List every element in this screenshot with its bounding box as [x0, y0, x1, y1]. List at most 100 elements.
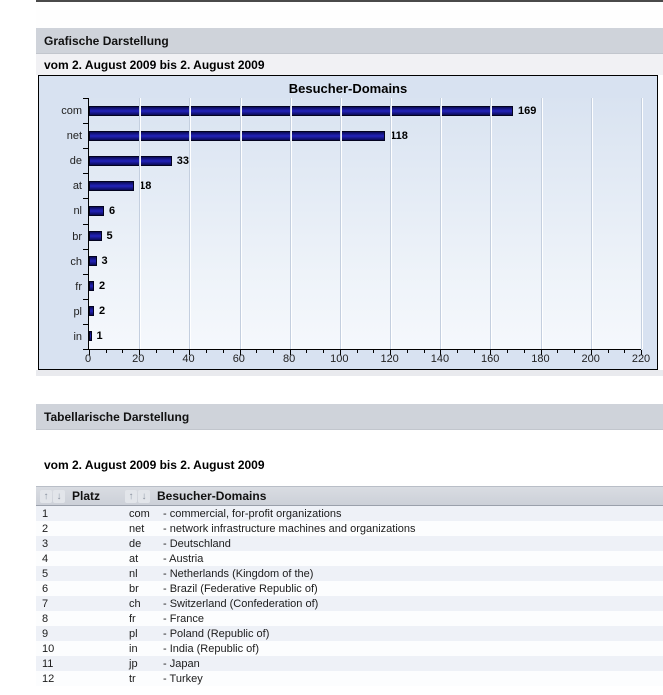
- x-axis-tick: [540, 350, 542, 355]
- category-label-ch: ch: [70, 255, 82, 268]
- bar-row-com: 169: [89, 98, 641, 123]
- sort-down-icon[interactable]: ↓: [138, 489, 150, 503]
- table-row: 5 nl - Netherlands (Kingdom of the): [36, 566, 663, 581]
- category-label-pl: pl: [73, 306, 82, 319]
- section-gap: [36, 376, 663, 404]
- bar-chart: Besucher-Domains com net de at nl br ch fr pl in …: [38, 75, 658, 370]
- domain-description: - Deutschland: [163, 537, 231, 550]
- table-row: 8 fr - France: [36, 611, 663, 626]
- x-axis-minor-tick: [373, 350, 375, 353]
- sort-up-icon[interactable]: ↑: [125, 489, 137, 503]
- cell-platz: 11: [42, 657, 54, 670]
- cell-platz: 10: [42, 642, 55, 655]
- domain-description: - Poland (Republic of): [163, 627, 270, 640]
- gridline: [239, 98, 241, 349]
- x-axis-minor-tick: [256, 350, 258, 353]
- gridline: [339, 98, 341, 349]
- gridline: [139, 98, 141, 349]
- bar-value-nl: 6: [109, 204, 116, 217]
- cell-platz: 2: [42, 522, 49, 535]
- x-axis-tick: [89, 350, 90, 355]
- cell-domain: in - India (Republic of): [121, 643, 663, 655]
- cell-domain: ch - Switzerland (Confederation of): [121, 598, 663, 610]
- x-axis-tick: [590, 350, 592, 355]
- y-axis-tick: [83, 123, 88, 125]
- x-axis-minor-tick: [323, 350, 325, 353]
- bar-row-de: 33: [89, 148, 641, 173]
- chart-bottom-strip: [36, 370, 663, 376]
- table-header-domains: ↑ ↓ Besucher-Domains: [121, 489, 663, 503]
- table-row: 10 in - India (Republic of): [36, 641, 663, 656]
- bar-com: [89, 105, 514, 116]
- domain-description: - Switzerland (Confederation of): [163, 597, 319, 610]
- category-label-com: com: [61, 104, 82, 117]
- cell-domain: br - Brazil (Federative Republic of): [121, 583, 663, 595]
- x-axis-label-100: 100: [330, 353, 349, 365]
- x-axis-minor-tick: [574, 350, 576, 353]
- x-axis-label-120: 120: [380, 353, 399, 365]
- column-label-platz: Platz: [72, 489, 101, 503]
- date-range-graph: vom 2. August 2009 bis 2. August 2009: [36, 54, 663, 75]
- gridline: [641, 98, 642, 349]
- domain-code: at: [129, 552, 139, 565]
- bar-value-br: 5: [106, 230, 113, 243]
- y-axis-tick: [83, 223, 88, 225]
- bar-pl: [89, 306, 95, 317]
- table-row: 12 tr - Turkey: [36, 671, 663, 686]
- x-axis-tick: [641, 350, 642, 355]
- bar-at: [89, 180, 135, 191]
- bar-row-at: 18: [89, 173, 641, 198]
- category-label-de: de: [69, 155, 82, 167]
- section-header-graph-label: Grafische Darstellung: [44, 33, 169, 48]
- x-axis-label-220: 220: [631, 353, 651, 365]
- bar-nl: [89, 205, 105, 216]
- x-axis-minor-tick: [105, 350, 107, 353]
- sort-down-icon[interactable]: ↓: [53, 489, 65, 503]
- cell-platz: 5: [42, 567, 49, 580]
- section-header-graph: Grafische Darstellung: [36, 28, 663, 54]
- table-gap: [36, 430, 663, 454]
- bar-br: [89, 231, 102, 242]
- x-axis-minor-tick: [222, 350, 224, 353]
- table-row: 1 com - commercial, for-profit organizatio…: [36, 506, 663, 521]
- bar-value-pl: 2: [99, 305, 106, 318]
- x-axis-minor-tick: [206, 350, 208, 353]
- domain-description: - Japan: [163, 657, 200, 670]
- cell-domain: jp - Japan: [121, 658, 663, 670]
- cell-domain: pl - Poland (Republic of): [121, 628, 663, 640]
- y-axis-tick: [83, 323, 88, 325]
- category-label-fr: fr: [75, 281, 82, 294]
- cell-platz: 8: [42, 612, 49, 625]
- x-axis-tick: [390, 350, 392, 355]
- table-row: 2 net - network infrastructure machines an…: [36, 521, 663, 536]
- table-body: 1 com - commercial, for-profit organizatio…: [36, 506, 663, 686]
- table-row: 4 at - Austria: [36, 551, 663, 566]
- domain-description: - network infrastructure machines and or…: [163, 522, 416, 535]
- domain-code: nl: [129, 567, 138, 580]
- sort-up-icon[interactable]: ↑: [40, 489, 52, 503]
- cell-domain: de - Deutschland: [121, 538, 663, 550]
- bar-in: [89, 331, 92, 342]
- bar-de: [89, 155, 172, 166]
- domain-description: - India (Republic of): [163, 642, 259, 655]
- table-row: 9 pl - Poland (Republic of): [36, 626, 663, 641]
- x-axis-minor-tick: [172, 350, 174, 353]
- cell-platz: 6: [42, 582, 49, 595]
- report-page: Grafische Darstellung vom 2. August 2009…: [36, 0, 663, 693]
- cell-domain: nl - Netherlands (Kingdom of the): [121, 568, 663, 580]
- domain-description: - commercial, for-profit organizations: [163, 507, 342, 520]
- bar-row-fr: 2: [89, 274, 641, 299]
- chart-x-axis-labels: 0 20 40 60 80 100 120 140 160 180 200 220: [85, 353, 650, 367]
- bar-fr: [89, 281, 95, 292]
- x-axis-label-200: 200: [581, 353, 600, 365]
- cell-domain: net - network infrastructure machines and…: [121, 523, 663, 535]
- category-label-br: br: [72, 230, 82, 243]
- section-header-table-label: Tabellarische Darstellung: [44, 409, 190, 424]
- cell-platz: 4: [42, 552, 49, 565]
- y-axis-tick: [83, 173, 88, 175]
- cell-domain: tr - Turkey: [121, 673, 663, 685]
- gridline: [289, 98, 291, 349]
- x-axis-minor-tick: [607, 350, 609, 353]
- x-axis-tick: [289, 350, 291, 355]
- table-header-platz: ↑ ↓ Platz: [36, 489, 121, 503]
